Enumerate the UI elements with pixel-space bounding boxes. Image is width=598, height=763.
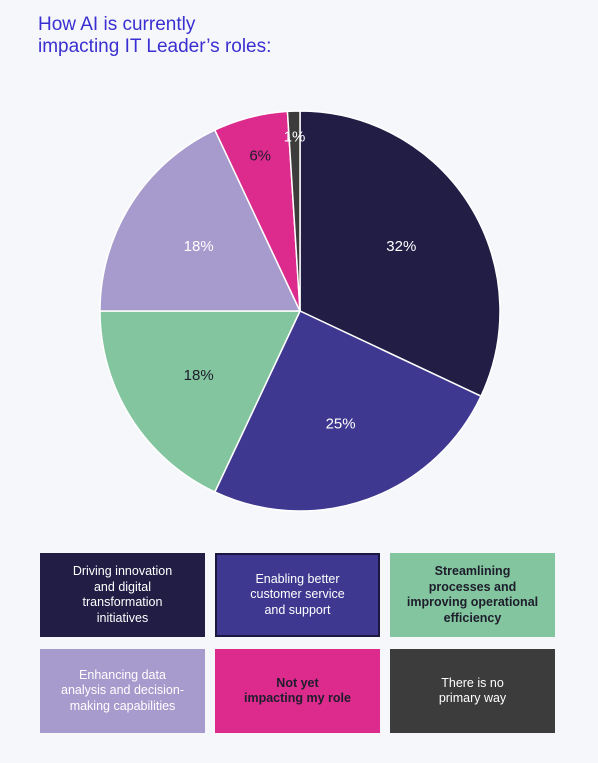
legend-item-innovation: Driving innovation and digital transformat… bbox=[40, 553, 205, 637]
legend-label-data-analysis: Enhancing data analysis and decision-maki… bbox=[61, 668, 184, 715]
legend-label-no-primary: There is no primary way bbox=[439, 676, 506, 707]
pie-label-data-analysis: 18% bbox=[184, 238, 214, 255]
legend-label-line: transformation bbox=[82, 595, 163, 609]
legend-label-line: primary way bbox=[438, 691, 507, 705]
legend-label-line: There is no bbox=[441, 675, 504, 690]
legend-label-line: making capabilities bbox=[69, 698, 176, 713]
legend-label-line: Driving innovation bbox=[72, 564, 173, 578]
legend-item-not-yet: Not yet impacting my role bbox=[215, 649, 380, 733]
legend-label-not-yet: Not yet impacting my role bbox=[244, 676, 351, 707]
pie-label-customer-service: 25% bbox=[326, 415, 356, 432]
pie-chart: 32% 25% 18% 18% 6% 1% bbox=[99, 110, 501, 512]
pie-label-streamlining: 18% bbox=[184, 367, 214, 384]
pie-slice-streamlining bbox=[99, 310, 302, 493]
legend-label-line: Enabling better bbox=[255, 571, 340, 586]
legend: Driving innovation and digital transformat… bbox=[40, 553, 555, 733]
legend-item-customer-service: Enabling better customer service and suppo… bbox=[215, 553, 380, 637]
legend-label-line: Enhancing data bbox=[79, 667, 166, 682]
legend-label-innovation: Driving innovation and digital transformat… bbox=[73, 564, 172, 626]
pie-slice-no-primary bbox=[286, 110, 301, 312]
legend-label-line: Streamlining bbox=[434, 564, 511, 578]
legend-label-line: customer service bbox=[250, 587, 345, 602]
legend-label-line: initiatives bbox=[96, 610, 149, 625]
pie-label-not-yet: 6% bbox=[249, 148, 271, 165]
chart-title-line-2: impacting IT Leader’s roles: bbox=[38, 36, 272, 57]
legend-label-streamlining: Streamlining processes and improving opera… bbox=[407, 564, 538, 626]
legend-label-line: Not yet bbox=[276, 675, 319, 690]
legend-item-data-analysis: Enhancing data analysis and decision-maki… bbox=[40, 649, 205, 733]
legend-label-line: and support bbox=[264, 602, 331, 617]
legend-label-line: efficiency bbox=[443, 610, 502, 625]
legend-item-streamlining: Streamlining processes and improving opera… bbox=[390, 553, 555, 637]
legend-label-line: and digital bbox=[93, 579, 151, 594]
legend-item-no-primary: There is no primary way bbox=[390, 649, 555, 733]
legend-label-line: analysis and decision- bbox=[61, 683, 184, 698]
legend-label-line: improving operational bbox=[406, 595, 539, 609]
chart-title: How AI is currently impacting IT Leader’… bbox=[38, 14, 538, 58]
pie-slice-innovation bbox=[299, 110, 501, 398]
pie-slice-customer-service bbox=[213, 310, 482, 512]
pie-label-no-primary: 1% bbox=[284, 129, 306, 146]
legend-label-line: impacting my role bbox=[244, 691, 351, 705]
pie-slice-data-analysis bbox=[99, 129, 302, 312]
pie-label-innovation: 32% bbox=[386, 238, 416, 255]
legend-label-line: processes and bbox=[428, 579, 517, 594]
legend-label-customer-service: Enabling better customer service and suppo… bbox=[250, 572, 344, 619]
chart-title-line-1: How AI is currently bbox=[38, 14, 196, 35]
